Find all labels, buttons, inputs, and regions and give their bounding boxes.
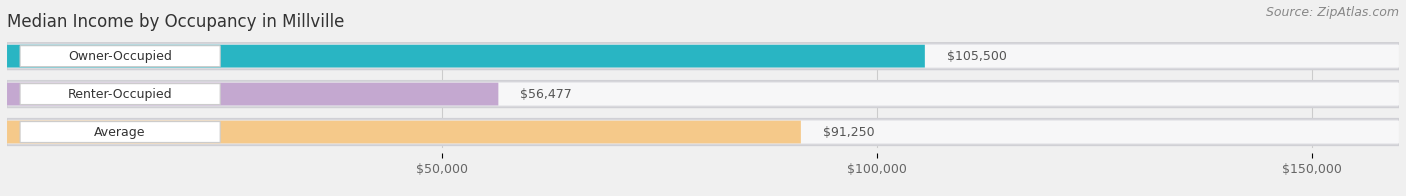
Text: Median Income by Occupancy in Millville: Median Income by Occupancy in Millville (7, 13, 344, 31)
FancyBboxPatch shape (20, 46, 221, 67)
FancyBboxPatch shape (20, 122, 221, 142)
FancyBboxPatch shape (20, 84, 221, 104)
FancyBboxPatch shape (7, 45, 925, 68)
Text: Renter-Occupied: Renter-Occupied (67, 88, 173, 101)
Text: Average: Average (94, 125, 146, 139)
Text: $105,500: $105,500 (946, 50, 1007, 63)
FancyBboxPatch shape (7, 45, 1399, 68)
Text: Owner-Occupied: Owner-Occupied (67, 50, 172, 63)
Text: Source: ZipAtlas.com: Source: ZipAtlas.com (1265, 6, 1399, 19)
FancyBboxPatch shape (7, 83, 1399, 105)
FancyBboxPatch shape (7, 119, 1399, 145)
Text: $91,250: $91,250 (823, 125, 875, 139)
FancyBboxPatch shape (7, 81, 1399, 107)
Text: $56,477: $56,477 (520, 88, 572, 101)
FancyBboxPatch shape (7, 83, 498, 105)
FancyBboxPatch shape (7, 121, 1399, 143)
FancyBboxPatch shape (7, 121, 801, 143)
FancyBboxPatch shape (7, 43, 1399, 69)
